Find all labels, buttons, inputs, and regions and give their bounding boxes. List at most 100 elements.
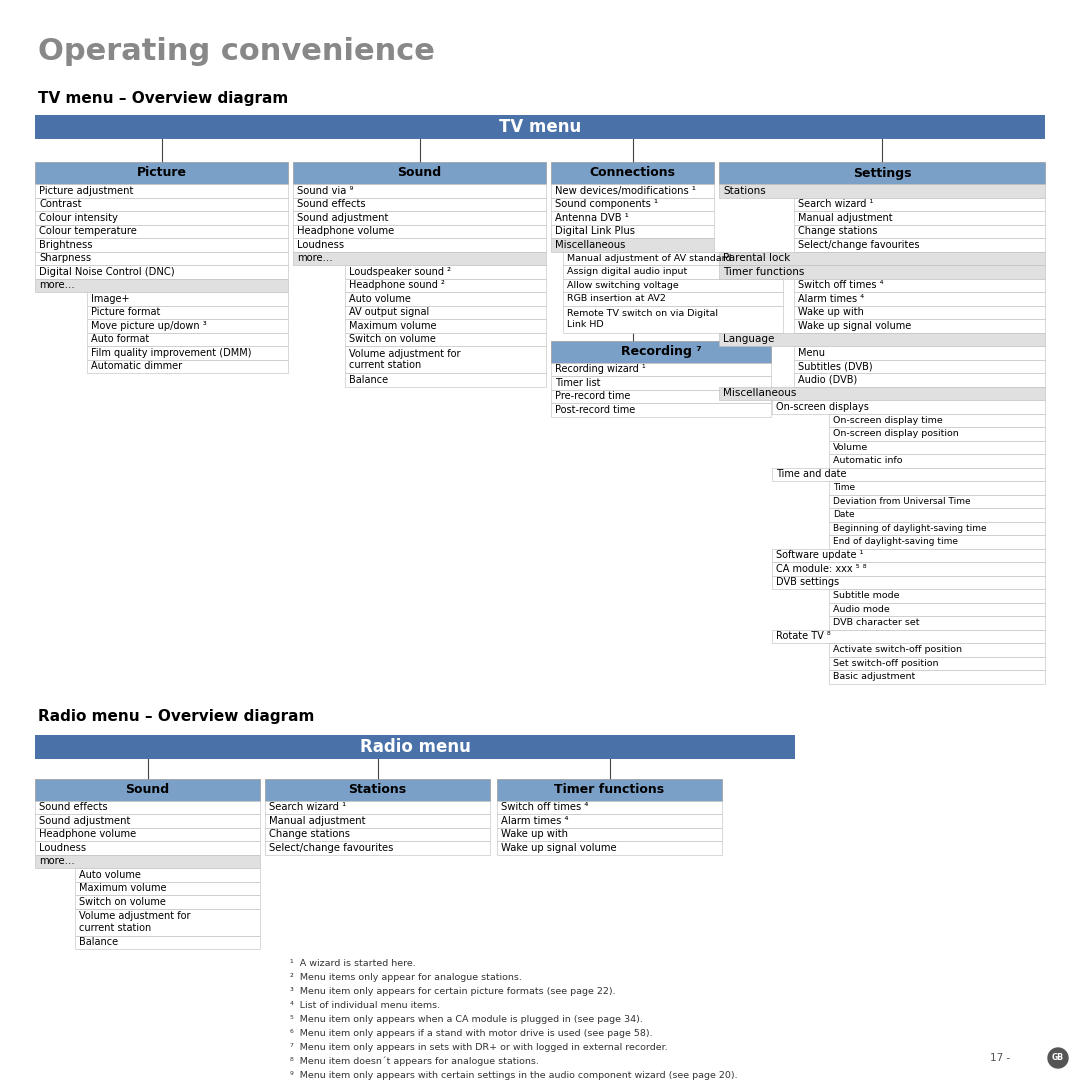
FancyBboxPatch shape: [772, 468, 1045, 481]
Text: Menu: Menu: [798, 348, 825, 357]
FancyBboxPatch shape: [551, 162, 714, 184]
Text: TV menu: TV menu: [499, 118, 581, 136]
Text: Picture: Picture: [136, 166, 187, 179]
Text: Radio menu – Overview diagram: Radio menu – Overview diagram: [38, 708, 314, 724]
FancyBboxPatch shape: [35, 779, 260, 800]
FancyBboxPatch shape: [551, 184, 714, 198]
Text: Switch off times ⁴: Switch off times ⁴: [501, 802, 589, 812]
FancyBboxPatch shape: [35, 734, 795, 758]
Text: Audio mode: Audio mode: [833, 605, 890, 613]
Text: Change stations: Change stations: [269, 829, 350, 839]
Text: Parental lock: Parental lock: [723, 253, 791, 264]
Text: Sound effects: Sound effects: [39, 802, 108, 812]
FancyBboxPatch shape: [794, 306, 1045, 319]
Text: Remote TV switch on via Digital 
Link HD: Remote TV switch on via Digital Link HD: [567, 309, 721, 328]
Text: Set switch-off position: Set switch-off position: [833, 659, 939, 667]
Text: Film quality improvement (DMM): Film quality improvement (DMM): [91, 348, 252, 357]
Text: Colour intensity: Colour intensity: [39, 213, 118, 222]
FancyBboxPatch shape: [829, 535, 1045, 549]
Text: ³  Menu item only appears for certain picture formats (see page 22).: ³ Menu item only appears for certain pic…: [291, 986, 616, 996]
FancyBboxPatch shape: [87, 346, 288, 360]
FancyBboxPatch shape: [551, 376, 771, 390]
Text: more…: more…: [39, 856, 75, 866]
Text: Wake up with: Wake up with: [798, 307, 864, 318]
Text: Maximum volume: Maximum volume: [79, 883, 166, 893]
Text: Assign digital audio input: Assign digital audio input: [567, 267, 687, 276]
FancyBboxPatch shape: [551, 211, 714, 225]
FancyBboxPatch shape: [75, 881, 260, 895]
Text: Loudspeaker sound ²: Loudspeaker sound ²: [349, 267, 451, 276]
FancyBboxPatch shape: [829, 522, 1045, 535]
FancyBboxPatch shape: [794, 346, 1045, 360]
FancyBboxPatch shape: [35, 184, 288, 198]
FancyBboxPatch shape: [345, 279, 546, 292]
FancyBboxPatch shape: [35, 225, 288, 238]
FancyBboxPatch shape: [794, 279, 1045, 292]
Text: Timer functions: Timer functions: [554, 783, 664, 796]
Text: Timer list: Timer list: [555, 378, 600, 388]
Text: Alarm times ⁴: Alarm times ⁴: [798, 294, 864, 303]
FancyBboxPatch shape: [551, 225, 714, 238]
Text: Image+: Image+: [91, 294, 130, 303]
FancyBboxPatch shape: [497, 800, 723, 814]
FancyBboxPatch shape: [293, 225, 546, 238]
FancyBboxPatch shape: [794, 319, 1045, 333]
FancyBboxPatch shape: [563, 252, 783, 265]
FancyBboxPatch shape: [345, 346, 546, 373]
FancyBboxPatch shape: [345, 333, 546, 346]
FancyBboxPatch shape: [551, 340, 771, 363]
FancyBboxPatch shape: [35, 238, 288, 252]
Text: Manual adjustment of AV standard: Manual adjustment of AV standard: [567, 254, 731, 262]
FancyBboxPatch shape: [551, 198, 714, 211]
Text: ⁷  Menu item only appears in sets with DR+ or with logged in external recorder.: ⁷ Menu item only appears in sets with DR…: [291, 1042, 667, 1052]
Text: Subtitles (DVB): Subtitles (DVB): [798, 361, 873, 372]
FancyBboxPatch shape: [551, 390, 771, 403]
Text: Manual adjustment: Manual adjustment: [269, 815, 365, 826]
FancyBboxPatch shape: [794, 238, 1045, 252]
Text: Alarm times ⁴: Alarm times ⁴: [501, 815, 568, 826]
FancyBboxPatch shape: [497, 814, 723, 827]
Text: Date: Date: [833, 510, 854, 519]
Text: Sound: Sound: [397, 166, 442, 179]
FancyBboxPatch shape: [75, 868, 260, 881]
FancyBboxPatch shape: [829, 481, 1045, 495]
FancyBboxPatch shape: [829, 657, 1045, 670]
Text: AV output signal: AV output signal: [349, 307, 429, 318]
FancyBboxPatch shape: [497, 779, 723, 800]
FancyBboxPatch shape: [35, 198, 288, 211]
FancyBboxPatch shape: [87, 360, 288, 373]
FancyBboxPatch shape: [35, 279, 288, 292]
FancyBboxPatch shape: [719, 265, 1045, 279]
FancyBboxPatch shape: [551, 363, 771, 376]
FancyBboxPatch shape: [35, 854, 260, 868]
Text: Stations: Stations: [723, 186, 766, 195]
Text: Picture format: Picture format: [91, 307, 160, 318]
FancyBboxPatch shape: [265, 827, 490, 841]
Text: New devices/modifications ¹: New devices/modifications ¹: [555, 186, 696, 195]
FancyBboxPatch shape: [293, 184, 546, 198]
FancyBboxPatch shape: [794, 225, 1045, 238]
FancyBboxPatch shape: [265, 779, 490, 800]
FancyBboxPatch shape: [87, 319, 288, 333]
Text: Time: Time: [833, 483, 855, 492]
FancyBboxPatch shape: [794, 373, 1045, 387]
Text: Wake up signal volume: Wake up signal volume: [798, 321, 912, 330]
Text: Sound effects: Sound effects: [297, 199, 366, 210]
Text: GB: GB: [1052, 1053, 1064, 1063]
FancyBboxPatch shape: [829, 616, 1045, 630]
Text: Balance: Balance: [79, 937, 118, 947]
Text: On-screen display position: On-screen display position: [833, 429, 959, 438]
Text: End of daylight-saving time: End of daylight-saving time: [833, 537, 958, 546]
Text: Basic adjustment: Basic adjustment: [833, 672, 915, 681]
FancyBboxPatch shape: [87, 292, 288, 306]
Text: ⁵  Menu item only appears when a CA module is plugged in (see page 34).: ⁵ Menu item only appears when a CA modul…: [291, 1014, 643, 1024]
Text: Colour temperature: Colour temperature: [39, 226, 137, 237]
FancyBboxPatch shape: [497, 827, 723, 841]
FancyBboxPatch shape: [265, 841, 490, 854]
FancyBboxPatch shape: [794, 292, 1045, 306]
Text: Manual adjustment: Manual adjustment: [798, 213, 893, 222]
FancyBboxPatch shape: [87, 333, 288, 346]
FancyBboxPatch shape: [719, 184, 1045, 198]
FancyBboxPatch shape: [719, 252, 1045, 265]
Text: On-screen display time: On-screen display time: [833, 416, 943, 424]
